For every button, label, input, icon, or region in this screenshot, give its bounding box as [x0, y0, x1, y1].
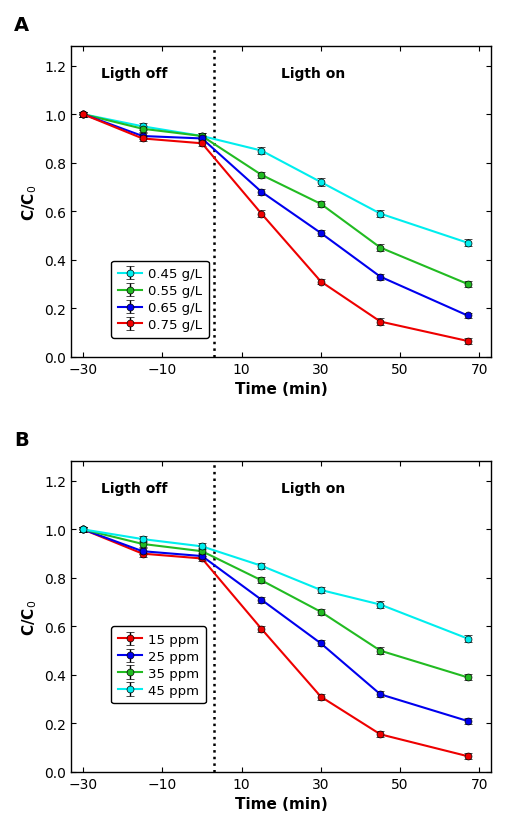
- Legend: 0.45 g/L, 0.55 g/L, 0.65 g/L, 0.75 g/L: 0.45 g/L, 0.55 g/L, 0.65 g/L, 0.75 g/L: [111, 262, 209, 339]
- Y-axis label: C/C$_0$: C/C$_0$: [20, 184, 39, 220]
- Text: Ligth on: Ligth on: [281, 67, 345, 81]
- Text: A: A: [14, 16, 29, 35]
- Y-axis label: C/C$_0$: C/C$_0$: [20, 599, 39, 635]
- Text: B: B: [14, 431, 29, 450]
- X-axis label: Time (min): Time (min): [235, 382, 328, 397]
- X-axis label: Time (min): Time (min): [235, 797, 328, 811]
- Legend: 15 ppm, 25 ppm, 35 ppm, 45 ppm: 15 ppm, 25 ppm, 35 ppm, 45 ppm: [111, 627, 206, 703]
- Text: Ligth on: Ligth on: [281, 482, 345, 495]
- Text: Ligth off: Ligth off: [102, 482, 168, 495]
- Text: Ligth off: Ligth off: [102, 67, 168, 81]
